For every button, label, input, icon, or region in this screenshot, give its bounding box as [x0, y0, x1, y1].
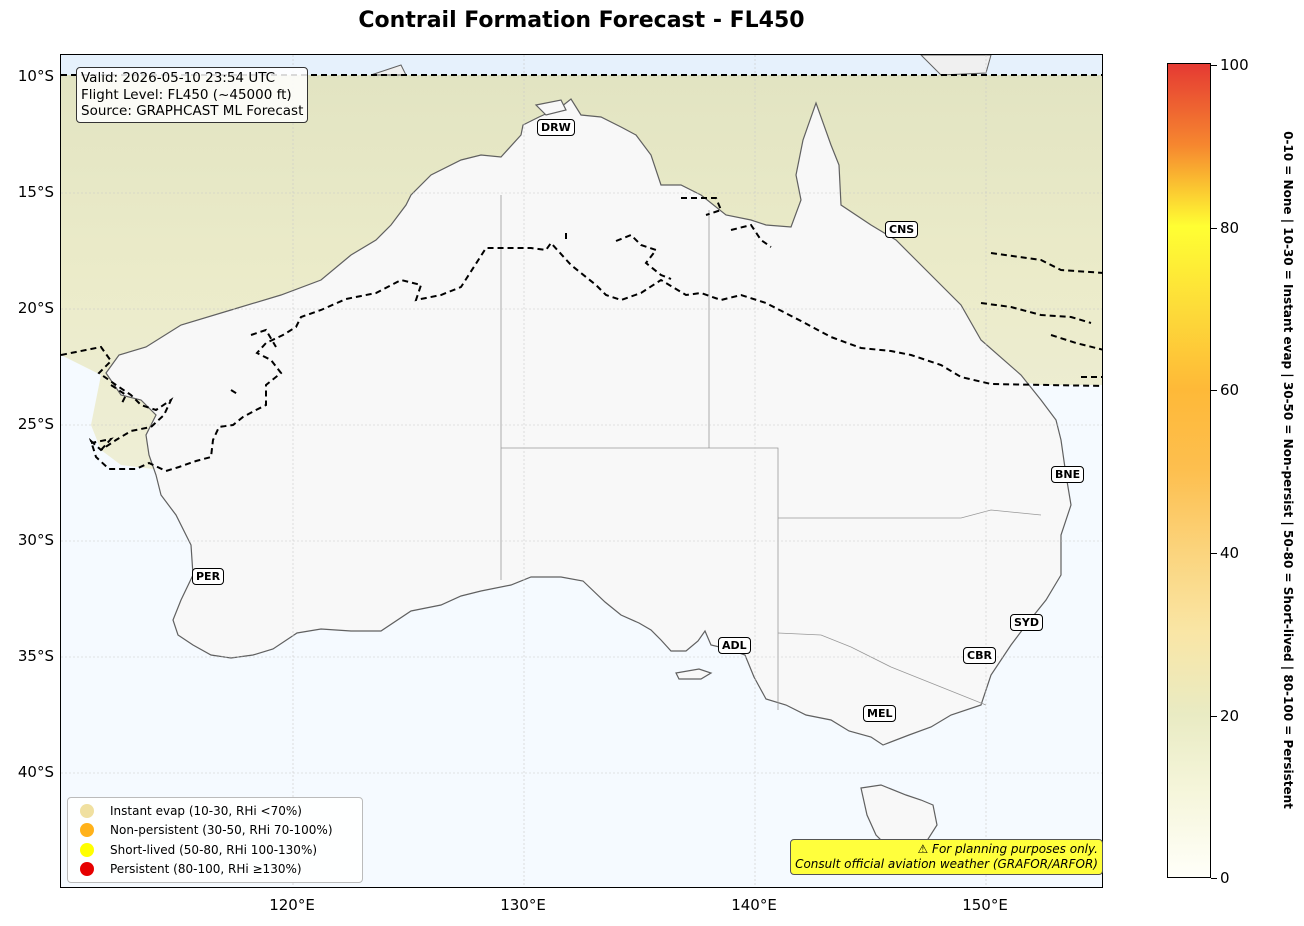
flight-level: Flight Level: FL450 (~45000 ft) — [81, 86, 292, 103]
disclaimer-box: ⚠ For planning purposes only. Consult of… — [790, 839, 1103, 875]
legend-item-instant-evap: Instant evap (10-30, RHi <70%) — [80, 801, 302, 821]
city-label-adl: ADL — [718, 637, 751, 654]
lat-label-20s: 20°S — [17, 299, 54, 317]
disclaimer-line-2: Consult official aviation weather (GRAFO… — [795, 857, 1098, 871]
forecast-band-fill — [61, 75, 1102, 470]
tasmania — [860, 784, 938, 856]
forecast-info-box: Valid: 2026-05-10 23:54 UTC Flight Level… — [76, 67, 309, 123]
lat-label-10s: 10°S — [17, 67, 54, 85]
colorbar-label-80: 80 — [1220, 219, 1240, 237]
colorbar-tick-60 — [1211, 390, 1217, 391]
legend-label-persistent: Persistent (80-100, RHi ≥130%) — [110, 862, 302, 876]
legend-dot-short-lived — [80, 843, 94, 857]
island-melville — [534, 99, 567, 116]
city-label-syd: SYD — [1010, 614, 1044, 631]
legend-label-short-lived: Short-lived (50-80, RHi 100-130%) — [110, 843, 318, 857]
city-label-drw: DRW — [537, 119, 575, 136]
island-kangaroo — [675, 668, 713, 680]
city-label-cns: CNS — [885, 221, 919, 238]
ocean-north-strip — [61, 55, 1102, 77]
colorbar-tick-0 — [1211, 878, 1217, 879]
lat-label-35s: 35°S — [17, 647, 54, 665]
legend-item-non-persistent: Non-persistent (30-50, RHi 70-100%) — [80, 820, 333, 840]
valid-time: Valid: 2026-05-10 23:54 UTC — [81, 70, 276, 86]
city-label-cbr: CBR — [963, 647, 996, 664]
colorbar — [1167, 63, 1211, 878]
chart-title: Contrail Formation Forecast - FL450 — [358, 8, 805, 33]
colorbar-tick-20 — [1211, 716, 1217, 717]
colorbar-label-0: 0 — [1220, 869, 1230, 887]
legend-dot-persistent — [80, 862, 94, 876]
legend: Instant evap (10-30, RHi <70%) Non-persi… — [67, 797, 363, 883]
lon-label-140e: 140°E — [731, 896, 777, 914]
colorbar-tick-80 — [1211, 228, 1217, 229]
colorbar-label-60: 60 — [1220, 381, 1240, 399]
map-canvas — [61, 55, 1102, 887]
gridlines — [61, 55, 1102, 887]
colorbar-label-100: 100 — [1220, 56, 1249, 74]
legend-label-non-persistent: Non-persistent (30-50, RHi 70-100%) — [110, 823, 333, 837]
data-source: Source: GRAPHCAST ML Forecast — [81, 103, 304, 119]
lon-label-150e: 150°E — [962, 896, 1008, 914]
lon-label-120e: 120°E — [269, 896, 315, 914]
colorbar-label-20: 20 — [1220, 707, 1240, 725]
map-area[interactable] — [60, 54, 1103, 888]
contour-boundary — [61, 74, 1102, 473]
island-north-2 — [370, 64, 407, 76]
colorbar-tick-100 — [1211, 65, 1217, 66]
legend-dot-instant-evap — [80, 804, 94, 818]
lat-label-30s: 30°S — [17, 531, 54, 549]
lat-label-40s: 40°S — [17, 763, 54, 781]
legend-label-instant-evap: Instant evap (10-30, RHi <70%) — [110, 804, 302, 818]
lat-label-15s: 15°S — [17, 183, 54, 201]
legend-item-persistent: Persistent (80-100, RHi ≥130%) — [80, 859, 302, 879]
lon-label-130e: 130°E — [500, 896, 546, 914]
colorbar-description: 0-10 = None | 10-30 = Instant evap | 30-… — [1281, 131, 1295, 809]
city-label-per: PER — [192, 568, 225, 585]
city-label-bne: BNE — [1051, 466, 1085, 483]
legend-dot-non-persistent — [80, 823, 94, 837]
lat-label-25s: 25°S — [17, 415, 54, 433]
legend-item-short-lived: Short-lived (50-80, RHi 100-130%) — [80, 840, 317, 860]
colorbar-tick-40 — [1211, 553, 1217, 554]
disclaimer-line-1: ⚠ For planning purposes only. — [917, 842, 1098, 856]
colorbar-label-40: 40 — [1220, 544, 1240, 562]
city-label-mel: MEL — [863, 705, 897, 722]
